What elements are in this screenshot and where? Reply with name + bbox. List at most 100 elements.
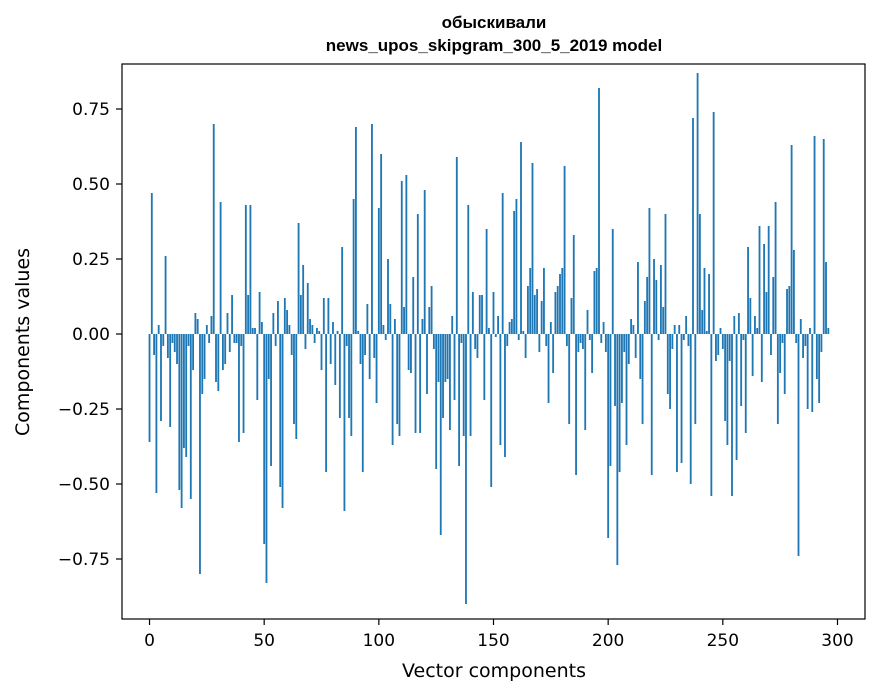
bar [185, 334, 188, 457]
bar [439, 334, 442, 535]
bar [405, 175, 408, 334]
x-tick-label: 150 [477, 631, 509, 651]
bar [588, 334, 591, 340]
bar [451, 316, 454, 334]
bar [254, 328, 256, 334]
bar [765, 292, 768, 334]
bar [600, 334, 603, 343]
bar [157, 325, 160, 334]
bar [611, 229, 614, 334]
bar [446, 334, 449, 379]
bar [272, 313, 275, 334]
bar [602, 322, 605, 334]
bar [779, 334, 782, 373]
bar [751, 334, 754, 376]
bar [332, 322, 334, 334]
bar [818, 334, 821, 403]
bar [377, 208, 380, 334]
bar [703, 268, 706, 334]
bar [396, 334, 399, 424]
bar [455, 157, 458, 334]
bar [565, 334, 568, 346]
bar [449, 334, 451, 430]
bar [659, 265, 662, 334]
bar [203, 334, 206, 379]
bar [825, 262, 827, 334]
bar [744, 334, 747, 433]
bar [621, 334, 623, 403]
bar [662, 307, 665, 334]
bar [790, 145, 793, 334]
bar [510, 319, 513, 334]
bar [380, 154, 383, 334]
bar [733, 316, 736, 334]
bar [536, 289, 538, 334]
bar [742, 334, 745, 340]
bar [299, 295, 302, 334]
bar [435, 334, 438, 469]
bar [384, 334, 387, 340]
bar [290, 334, 293, 355]
bar [249, 205, 252, 334]
bar [687, 334, 690, 346]
bar [469, 334, 472, 436]
bar [579, 334, 582, 343]
bar [430, 286, 433, 334]
bar [735, 334, 738, 460]
bar [799, 319, 802, 334]
bar [288, 325, 291, 334]
bar [274, 334, 277, 346]
bar [173, 334, 176, 352]
bar [811, 334, 814, 412]
bar [692, 118, 694, 334]
bar [265, 334, 268, 583]
bar [494, 334, 497, 337]
bar [618, 334, 621, 472]
bar [809, 328, 811, 334]
bar [756, 328, 759, 334]
bar [490, 334, 493, 487]
bar [442, 334, 444, 418]
bar [561, 268, 564, 334]
bar [322, 298, 325, 334]
bar [341, 247, 344, 334]
bar [357, 331, 360, 334]
bar [728, 334, 731, 361]
y-tick-label: −0.25 [58, 400, 110, 420]
bar [653, 259, 655, 334]
y-tick-label: 0.50 [72, 175, 110, 195]
bar [233, 334, 236, 343]
bar [373, 334, 376, 358]
bar [238, 334, 240, 442]
bar [648, 208, 651, 334]
bar [343, 334, 346, 511]
bar [586, 310, 589, 334]
bar [639, 334, 642, 379]
bar [627, 334, 630, 364]
bar [646, 277, 649, 334]
bar [559, 274, 561, 334]
bar [474, 334, 477, 349]
bar [410, 334, 412, 373]
bar [258, 292, 261, 334]
bar [719, 328, 722, 334]
bar [327, 298, 330, 334]
bar [643, 301, 646, 334]
bar [297, 223, 300, 334]
bar [671, 334, 674, 349]
bar [393, 319, 396, 334]
bar [483, 334, 486, 400]
bar [508, 322, 511, 334]
x-tick-label: 200 [592, 631, 624, 651]
bar [267, 334, 270, 379]
bar [657, 334, 660, 340]
bar [604, 334, 607, 352]
bar [412, 277, 415, 334]
bar [453, 334, 456, 400]
bar [655, 280, 658, 334]
bar [336, 331, 339, 334]
bar [304, 334, 307, 349]
bar [231, 295, 233, 334]
bar [763, 244, 766, 334]
